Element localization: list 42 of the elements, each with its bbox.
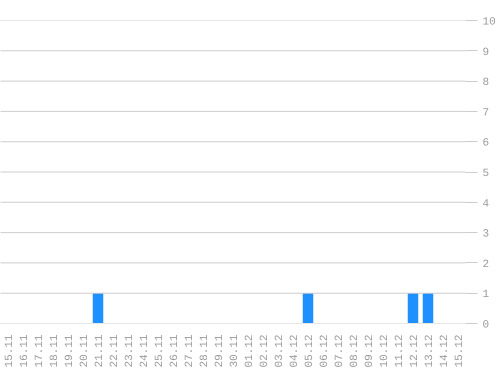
x-tick-label: 12.12 [409, 334, 421, 368]
x-tick-label: 22.11 [109, 334, 121, 368]
x-tick-label: 14.12 [439, 334, 451, 368]
x-tick-label: 23.11 [124, 334, 136, 368]
x-tick-label: 26.11 [169, 334, 181, 368]
x-tick-label: 06.12 [319, 334, 331, 368]
y-tick-label: 7 [482, 107, 490, 120]
x-tick-label: 10.12 [379, 334, 391, 368]
y-tick-label: 10 [482, 16, 496, 28]
x-tick-label: 17.11 [34, 334, 46, 368]
x-tick-label: 09.12 [364, 334, 376, 368]
x-tick-label: 02.12 [259, 334, 271, 368]
x-tick-label: 08.12 [349, 334, 361, 368]
y-tick-label: 2 [482, 258, 490, 271]
y-tick-label: 8 [482, 77, 490, 90]
x-tick-label: 07.12 [334, 334, 346, 368]
x-tick-label: 16.11 [19, 334, 31, 368]
x-tick-label: 13.12 [424, 334, 436, 368]
x-tick-label: 15.11 [4, 334, 16, 368]
x-tick-label: 29.11 [214, 334, 226, 368]
x-tick-label: 04.12 [289, 334, 301, 368]
y-tick-label: 0 [482, 320, 490, 332]
x-tick-label: 05.12 [304, 334, 316, 368]
y-tick-label: 5 [482, 168, 490, 180]
y-tick-label: 4 [482, 198, 490, 210]
x-tick-label: 27.11 [184, 334, 196, 368]
x-tick-label: 18.11 [49, 334, 61, 368]
x-tick-label: 24.11 [139, 334, 151, 368]
x-tick-label: 28.11 [199, 334, 211, 368]
x-tick-label: 15.12 [454, 334, 466, 368]
x-tick-label: 20.11 [79, 334, 91, 368]
y-tick-label: 3 [482, 228, 490, 241]
x-tick-label: 11.12 [394, 334, 406, 368]
x-tick-label: 03.12 [274, 334, 286, 368]
x-tick-label: 30.11 [229, 334, 241, 368]
x-tick-label: 01.12 [244, 334, 256, 368]
y-tick-label: 9 [482, 46, 490, 59]
x-tick-label: 25.11 [154, 334, 166, 368]
x-tick-label: 21.11 [94, 334, 106, 368]
x-tick-label: 19.11 [64, 334, 76, 368]
y-tick-label: 6 [482, 138, 490, 150]
y-tick-label: 1 [482, 289, 490, 302]
